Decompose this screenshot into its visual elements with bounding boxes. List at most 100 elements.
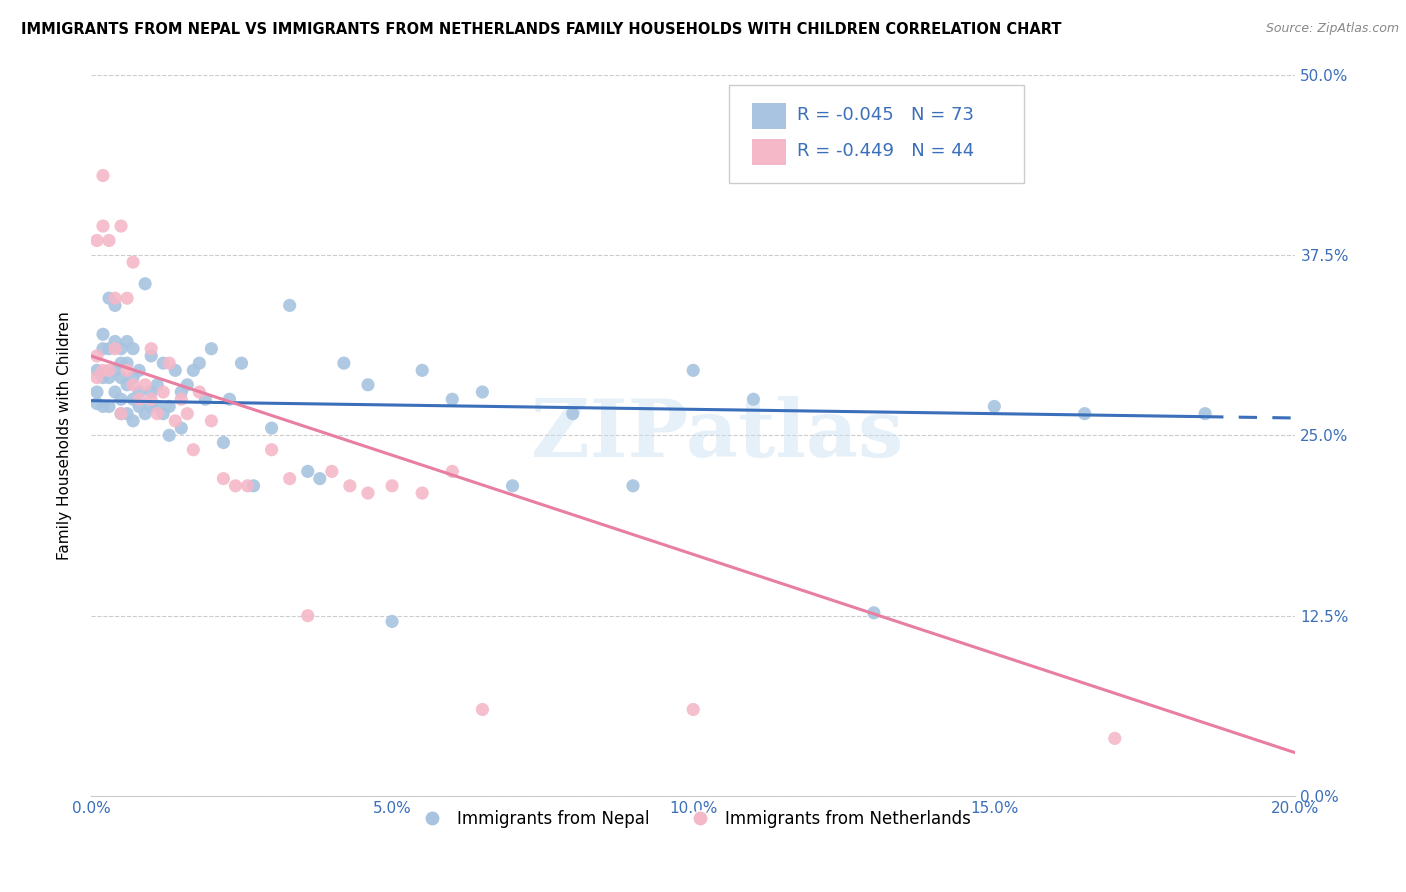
Point — [471, 702, 494, 716]
Point — [98, 400, 121, 414]
Text: R = -0.449   N = 44: R = -0.449 N = 44 — [797, 142, 974, 160]
Point — [141, 342, 163, 356]
FancyBboxPatch shape — [752, 103, 786, 128]
Point — [115, 377, 138, 392]
Point — [170, 421, 193, 435]
Point — [122, 342, 145, 356]
Point — [128, 363, 150, 377]
Point — [260, 442, 283, 457]
Point — [86, 370, 108, 384]
Point — [682, 363, 704, 377]
Point — [86, 349, 108, 363]
Point — [110, 392, 132, 407]
Y-axis label: Family Households with Children: Family Households with Children — [58, 311, 72, 559]
FancyBboxPatch shape — [752, 139, 786, 165]
Point — [212, 435, 235, 450]
FancyBboxPatch shape — [730, 86, 1025, 183]
Point — [218, 392, 240, 407]
Point — [561, 407, 583, 421]
Point — [297, 464, 319, 478]
Point — [86, 396, 108, 410]
Point — [188, 356, 211, 370]
Point — [441, 392, 464, 407]
Point — [357, 377, 380, 392]
Point — [115, 356, 138, 370]
Point — [194, 392, 217, 407]
Point — [141, 392, 163, 407]
Point — [170, 384, 193, 399]
Point — [212, 472, 235, 486]
Text: IMMIGRANTS FROM NEPAL VS IMMIGRANTS FROM NETHERLANDS FAMILY HOUSEHOLDS WITH CHIL: IMMIGRANTS FROM NEPAL VS IMMIGRANTS FROM… — [21, 22, 1062, 37]
Point — [152, 407, 174, 421]
Point — [141, 384, 163, 399]
Point — [128, 384, 150, 399]
Point — [181, 442, 204, 457]
Point — [98, 370, 121, 384]
Point — [104, 363, 127, 377]
Point — [165, 363, 187, 377]
Point — [115, 407, 138, 421]
Point — [176, 407, 198, 421]
Point — [242, 479, 264, 493]
Point — [381, 479, 404, 493]
Point — [1073, 407, 1095, 421]
Point — [110, 342, 132, 356]
Point — [157, 356, 180, 370]
Point — [181, 363, 204, 377]
Point — [110, 219, 132, 233]
Point — [91, 342, 114, 356]
Text: R = -0.045   N = 73: R = -0.045 N = 73 — [797, 105, 974, 124]
Point — [357, 486, 380, 500]
Point — [200, 342, 222, 356]
Point — [110, 407, 132, 421]
Point — [98, 234, 121, 248]
Point — [104, 342, 127, 356]
Point — [115, 363, 138, 377]
Point — [260, 421, 283, 435]
Point — [441, 464, 464, 478]
Point — [134, 407, 156, 421]
Point — [411, 486, 433, 500]
Point — [278, 298, 301, 312]
Point — [115, 291, 138, 305]
Text: Source: ZipAtlas.com: Source: ZipAtlas.com — [1265, 22, 1399, 36]
Point — [128, 400, 150, 414]
Point — [134, 377, 156, 392]
Point — [146, 377, 169, 392]
Point — [152, 384, 174, 399]
Point — [91, 219, 114, 233]
Point — [278, 472, 301, 486]
Point — [122, 377, 145, 392]
Point — [110, 370, 132, 384]
Point — [91, 169, 114, 183]
Point — [104, 291, 127, 305]
Point — [1104, 731, 1126, 746]
Point — [141, 400, 163, 414]
Point — [91, 370, 114, 384]
Point — [91, 363, 114, 377]
Point — [863, 606, 886, 620]
Point — [146, 400, 169, 414]
Point — [742, 392, 765, 407]
Point — [983, 400, 1005, 414]
Point — [122, 392, 145, 407]
Point — [91, 400, 114, 414]
Point — [297, 608, 319, 623]
Point — [236, 479, 259, 493]
Point — [152, 356, 174, 370]
Point — [165, 414, 187, 428]
Point — [321, 464, 343, 478]
Point — [308, 472, 330, 486]
Legend: Immigrants from Nepal, Immigrants from Netherlands: Immigrants from Nepal, Immigrants from N… — [409, 804, 977, 835]
Point — [231, 356, 253, 370]
Point — [141, 349, 163, 363]
Text: ZIPatlas: ZIPatlas — [531, 396, 904, 475]
Point — [104, 298, 127, 312]
Point — [200, 414, 222, 428]
Point — [157, 400, 180, 414]
Point — [86, 234, 108, 248]
Point — [224, 479, 246, 493]
Point — [86, 363, 108, 377]
Point — [682, 702, 704, 716]
Point — [157, 428, 180, 442]
